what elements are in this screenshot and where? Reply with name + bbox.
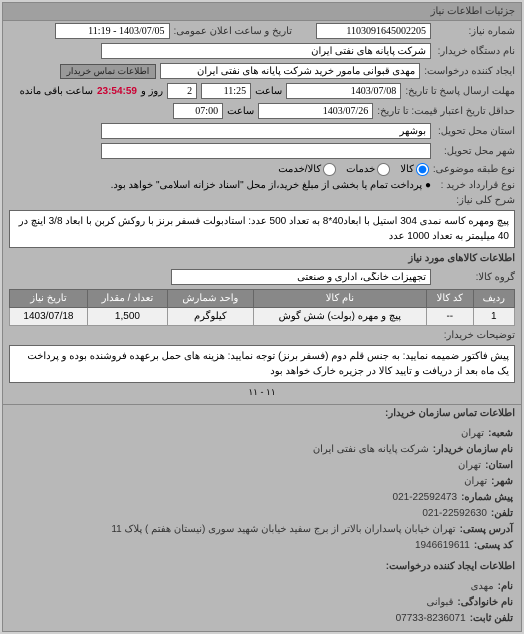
datetime-input[interactable] (55, 23, 170, 39)
goods-table: ردیف کد کالا نام کالا واحد شمارش تعداد /… (9, 289, 515, 326)
v6: تهران خیابان پاسداران بالاتر از برج سفید… (111, 522, 455, 538)
k6: آدرس پستی: (460, 522, 513, 538)
ck2: تلفن ثابت: (470, 611, 513, 627)
v2: تهران (458, 458, 481, 474)
v3: تهران (464, 474, 487, 490)
reply-date-input[interactable] (286, 83, 401, 99)
creator-label: ایجاد کننده درخواست: (424, 66, 515, 77)
cell-date: 1403/07/18 (10, 308, 88, 326)
pager: ۱۱ - ۱۱ (3, 385, 521, 400)
col-row: ردیف (473, 290, 514, 308)
contact-info: شعبه:تهران نام سازمان خریدار:شرکت پایانه… (3, 422, 521, 558)
delivery-city-input[interactable] (101, 143, 431, 159)
subject-type-radios: کالا خدمات کالا/خدمت (278, 163, 429, 176)
k3: شهر: (491, 474, 513, 490)
panel-title: جزئیات اطلاعات نیاز (3, 3, 521, 21)
notes-label: توضیحات خریدار: (435, 330, 515, 341)
req-no-input[interactable] (316, 23, 431, 39)
ck1: نام خانوادگی: (457, 595, 513, 611)
ck0: نام: (498, 579, 513, 595)
group-label: گروه کالا: (435, 272, 515, 283)
k7: کد پستی: (474, 538, 513, 554)
radio-kala[interactable]: کالا (400, 163, 429, 176)
col-name: نام کالا (253, 290, 426, 308)
creator-section-title: اطلاعات ایجاد کننده درخواست: (3, 558, 521, 575)
reply-time-label: ساعت (255, 86, 282, 97)
cell-qty: 1,500 (87, 308, 167, 326)
cv2: 07733-8236071 (396, 611, 466, 627)
delivery-province-input[interactable] (101, 123, 431, 139)
req-no-label: شماره نیاز: (435, 26, 515, 37)
table-header-row: ردیف کد کالا نام کالا واحد شمارش تعداد /… (10, 290, 515, 308)
subject-type-label: نوع طبقه موضوعی: (433, 164, 515, 175)
cv0: مهدی (471, 579, 494, 595)
table-row[interactable]: 1 -- پیچ و مهره (بولت) شش گوش کیلوگرم 1,… (10, 308, 515, 326)
cell-unit: کیلوگرم (167, 308, 253, 326)
creator-input[interactable] (160, 63, 420, 79)
cell-rownum: 1 (473, 308, 514, 326)
buyer-org-label: نام دستگاه خریدار: (435, 46, 515, 57)
k2: استان: (485, 458, 513, 474)
validity-time-input[interactable] (173, 103, 223, 119)
notes-text: پیش فاکتور ضمیمه نمایید: به جنس قلم دوم … (9, 345, 515, 383)
col-date: تاریخ نیاز (10, 290, 88, 308)
group-input[interactable] (171, 269, 431, 285)
delivery-province-label: استان محل تحویل: (435, 126, 515, 137)
radio-both[interactable]: کالا/خدمت (278, 163, 336, 176)
buy-rule-text: ● پرداخت تمام یا بخشی از مبلغ خرید،از مح… (111, 180, 431, 191)
validity-date-input[interactable] (258, 103, 373, 119)
delivery-city-label: شهر محل تحویل: (435, 146, 515, 157)
validity-time-label: ساعت (227, 106, 254, 117)
countdown: 23:54:59 (97, 86, 137, 97)
cell-name: پیچ و مهره (بولت) شش گوش (253, 308, 426, 326)
k1: نام سازمان خریدار: (433, 442, 513, 458)
cell-code: -- (427, 308, 474, 326)
v0: تهران (461, 426, 484, 442)
col-unit: واحد شمارش (167, 290, 253, 308)
radio-khadamat[interactable]: خدمات (346, 163, 390, 176)
datetime-label: تاریخ و ساعت اعلان عمومی: (174, 26, 293, 37)
goods-section-title: اطلاعات کالاهای مورد نیاز (3, 250, 521, 267)
cv1: قبوانی (426, 595, 453, 611)
v5: 021-22592630 (422, 506, 487, 522)
contact-section-title: اطلاعات تماس سازمان خریدار: (3, 404, 521, 422)
tech-desc-text: پیچ ومهره کاسه نمدی 304 استیل با ابعاد40… (9, 210, 515, 248)
k4: پیش شماره: (461, 490, 513, 506)
buyer-org-input[interactable] (101, 43, 431, 59)
details-panel: جزئیات اطلاعات نیاز شماره نیاز: تاریخ و … (2, 2, 522, 632)
reply-deadline-label: مهلت ارسال پاسخ تا تاریخ: (405, 86, 515, 97)
col-qty: تعداد / مقدار (87, 290, 167, 308)
v4: 021-22592473 (393, 490, 458, 506)
contact-buyer-button[interactable]: اطلاعات تماس خریدار (60, 64, 157, 79)
buy-rule-label: نوع قرارداد خرید : (435, 180, 515, 191)
v1: شرکت پایانه های نفتی ایران (313, 442, 429, 458)
k0: شعبه: (488, 426, 513, 442)
remain-label: ساعت باقی مانده (20, 86, 93, 97)
v7: 1946619611 (415, 538, 470, 554)
k5: تلفن: (491, 506, 513, 522)
days-input[interactable] (167, 83, 197, 99)
reply-time-input[interactable] (201, 83, 251, 99)
validity-label: حداقل تاریخ اعتبار قیمت: تا تاریخ: (377, 106, 515, 117)
tech-desc-label: شرح کلی نیاز: (435, 195, 515, 206)
col-code: کد کالا (427, 290, 474, 308)
day-label: روز و (141, 86, 163, 97)
creator-info: نام: مهدی نام خانوادگی:قبوانی تلفن ثابت:0… (3, 575, 521, 631)
